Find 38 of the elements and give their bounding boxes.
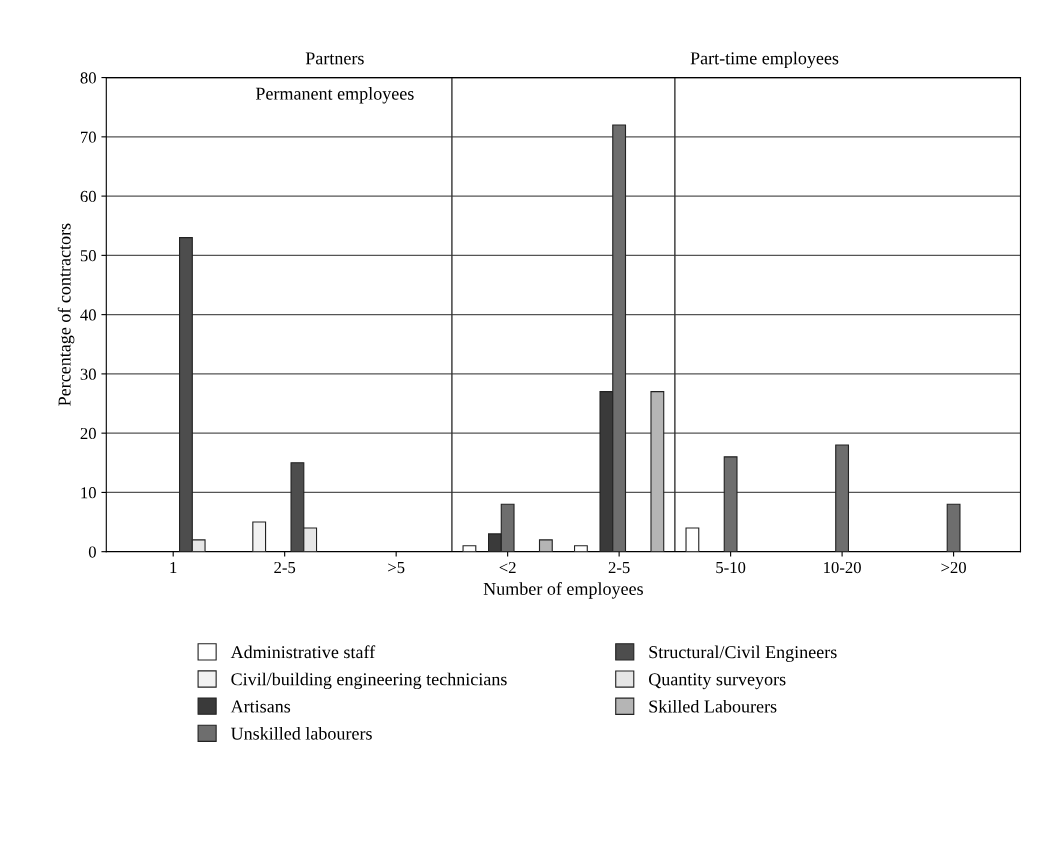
- bar: [538, 539, 553, 552]
- bar: [946, 503, 961, 552]
- y-axis-title: Percentage of contractors: [57, 223, 75, 406]
- bar: [723, 456, 738, 552]
- y-tick-label: 0: [88, 546, 96, 558]
- legend-label: Quantity surveyors: [648, 673, 786, 690]
- y-tick-label: 70: [81, 131, 96, 143]
- legend-label: Civil/building engineering technicians: [231, 672, 507, 690]
- bar: [573, 545, 588, 552]
- legend-label: Unskilled labourers: [230, 726, 372, 740]
- y-tick-label: 60: [80, 190, 96, 203]
- bar: [252, 521, 267, 552]
- legend-label: Structural/Civil Engineers: [649, 645, 837, 662]
- bar: [462, 545, 477, 552]
- text: Partners: [305, 52, 364, 65]
- text: Part-time employees: [690, 51, 839, 69]
- legend-label: Skilled Labourers: [649, 699, 777, 713]
- x-tick-label: >20: [941, 561, 966, 574]
- y-tick-label: 80: [80, 72, 96, 84]
- y-tick-label: 30: [80, 368, 96, 380]
- bar: [650, 391, 665, 552]
- x-tick-label: 5-10: [716, 561, 746, 574]
- y-tick-label: 40: [80, 309, 96, 321]
- x-tick-label: 2-5: [274, 561, 296, 574]
- x-axis-title: Number of employees: [483, 582, 643, 599]
- y-tick-label: 10: [81, 487, 96, 499]
- x-tick-label: >5: [388, 562, 405, 574]
- x-tick-label: <2: [499, 561, 516, 573]
- x-tick-label: 2-5: [608, 561, 630, 574]
- x-tick-label: 1: [170, 561, 177, 573]
- x-tick-label: 10-20: [824, 561, 861, 574]
- bar: [685, 527, 700, 552]
- y-tick-label: 50: [80, 250, 96, 262]
- annotation: Permanent employees: [255, 87, 414, 104]
- legend-label: Administrative staff: [230, 645, 376, 659]
- bar: [835, 444, 850, 552]
- legend-label: Artisans: [230, 700, 291, 713]
- y-tick-label: 20: [80, 427, 96, 440]
